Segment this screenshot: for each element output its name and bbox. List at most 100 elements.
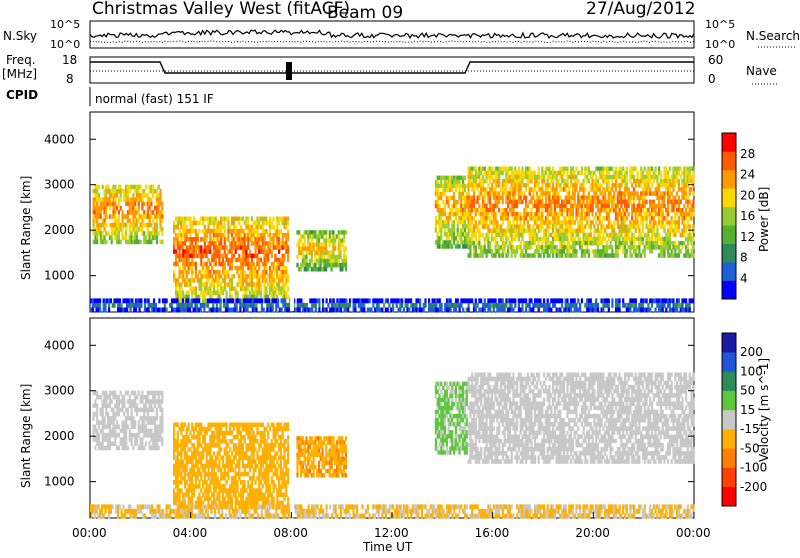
echo-cell xyxy=(502,220,504,225)
echo-cell xyxy=(462,180,464,184)
echo-cell xyxy=(692,183,694,188)
echo-cell xyxy=(633,175,635,180)
echo-cell xyxy=(227,217,229,222)
echo-cell xyxy=(213,225,215,230)
echo-cell xyxy=(633,204,635,209)
echo-cell xyxy=(125,433,127,438)
echo-cell xyxy=(150,240,152,245)
echo-cell xyxy=(647,208,649,213)
echo-cell xyxy=(653,229,655,234)
echo-cell xyxy=(307,267,309,272)
echo-cell xyxy=(345,263,347,268)
echo-cell xyxy=(213,282,215,287)
echo-cell xyxy=(180,287,182,292)
echo-cell xyxy=(274,245,276,250)
echo-cell xyxy=(271,270,273,275)
echo-cell xyxy=(311,238,313,243)
echo-cell xyxy=(692,204,694,209)
echo-cell xyxy=(408,308,410,313)
echo-cell xyxy=(207,266,209,271)
echo-cell xyxy=(495,212,497,217)
echo-cell xyxy=(100,235,102,240)
echo-cell xyxy=(236,308,238,313)
echo-cell xyxy=(581,167,583,172)
echo-cell xyxy=(469,253,471,257)
echo-cell xyxy=(213,233,215,238)
echo-cell xyxy=(642,241,644,246)
echo-cell xyxy=(635,229,637,234)
echo-cell xyxy=(150,202,152,207)
echo-cell xyxy=(561,298,563,303)
echo-cell xyxy=(200,287,202,292)
echo-cell xyxy=(608,171,610,176)
echo-cell xyxy=(678,229,680,234)
echo-cell xyxy=(186,225,188,230)
echo-cell xyxy=(220,274,222,279)
echo-cell xyxy=(118,219,120,224)
echo-cell xyxy=(525,187,527,192)
echo-cell xyxy=(489,308,491,313)
echo-cell xyxy=(462,240,464,244)
echo-cell xyxy=(599,212,601,217)
echo-cell xyxy=(387,298,389,303)
echo-cell xyxy=(207,258,209,263)
echo-cell xyxy=(204,241,206,246)
echo-cell xyxy=(574,200,576,205)
echo-cell xyxy=(669,167,671,172)
echo-cell xyxy=(141,399,143,404)
echo-cell xyxy=(678,196,680,201)
echo-cell xyxy=(482,253,484,257)
echo-cell xyxy=(575,303,577,308)
echo-cell xyxy=(235,287,237,292)
echo-cell xyxy=(451,208,453,212)
echo-cell xyxy=(173,237,175,242)
echo-cell xyxy=(141,197,143,202)
echo-cell xyxy=(495,187,497,192)
echo-cell xyxy=(211,274,213,279)
echo-cell xyxy=(672,187,674,192)
echo-cell xyxy=(136,231,138,236)
echo-cell xyxy=(462,176,464,180)
echo-cell xyxy=(534,241,536,246)
echo-cell xyxy=(254,225,256,230)
echo-cell xyxy=(572,208,574,213)
echo-cell xyxy=(251,217,253,222)
echo-cell xyxy=(127,189,129,194)
echo-cell xyxy=(613,229,615,234)
echo-cell xyxy=(604,196,606,201)
echo-cell xyxy=(311,259,313,264)
echo-cell xyxy=(203,308,205,313)
echo-cell xyxy=(460,200,462,204)
echo-cell xyxy=(538,183,540,188)
echo-cell xyxy=(489,200,491,205)
echo-cell xyxy=(624,196,626,201)
echo-cell xyxy=(138,189,140,194)
echo-cell xyxy=(148,298,150,303)
echo-cell xyxy=(274,258,276,263)
echo-cell xyxy=(173,439,175,444)
echo-cell xyxy=(683,204,685,209)
freq-tick-bottom: 8 xyxy=(66,72,74,86)
echo-cell xyxy=(440,176,442,180)
echo-cell xyxy=(473,187,475,192)
echo-cell xyxy=(570,308,572,313)
echo-cell xyxy=(197,237,199,242)
echo-cell xyxy=(575,187,577,192)
echo-cell xyxy=(678,216,680,221)
echo-cell xyxy=(692,224,694,229)
echo-cell xyxy=(556,187,558,192)
echo-cell xyxy=(224,278,226,283)
echo-cell xyxy=(541,167,543,172)
echo-cell xyxy=(640,183,642,188)
echo-cell xyxy=(453,224,455,228)
echo-cell xyxy=(442,200,444,204)
echo-cell xyxy=(213,221,215,226)
echo-cell xyxy=(265,287,267,292)
echo-cell xyxy=(287,249,289,254)
echo-cell xyxy=(173,423,175,428)
echo-cell xyxy=(462,188,464,192)
echo-cell xyxy=(212,303,214,308)
echo-cell xyxy=(96,416,98,421)
echo-cell xyxy=(147,193,149,198)
echo-cell xyxy=(520,196,522,201)
